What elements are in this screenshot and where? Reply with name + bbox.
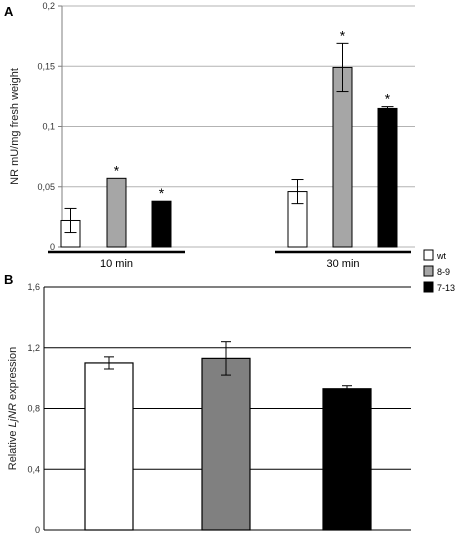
panel-a-y-tick-label: 0,1 — [42, 122, 55, 132]
panel-a-significance-marker: * — [159, 185, 165, 201]
panel-a-significance-marker: * — [340, 27, 346, 43]
panel-a-significance-marker: * — [114, 162, 120, 178]
panel-a-bar-7-13-1 — [377, 107, 398, 248]
panel-a-group-label: 10 min — [100, 258, 133, 270]
panel-b-y-tick-label: 0,8 — [27, 404, 40, 414]
panel-b-y-tick-label: 1,6 — [27, 282, 40, 292]
legend: wt 8-9 7-13 — [423, 249, 455, 293]
panel-b-y-tick-label: 0,4 — [27, 464, 40, 474]
legend-swatch-8-9 — [423, 265, 434, 277]
panel-a-y-tick-label: 0,15 — [37, 61, 55, 71]
panel-a-y-axis-label: NR mU/mg fresh weight — [9, 68, 21, 185]
panel-a-y-tick-label: 0 — [50, 242, 55, 252]
panel-a-group-label: 30 min — [326, 258, 359, 270]
panel-a-bar-7-13-0 — [151, 200, 172, 248]
panel-a-chart: A 0 0,05 0,1 0,15 0,2 NR mU/mg fresh weight * * 1… — [4, 1, 415, 270]
panel-b-y-axis-label-prefix: Relative — [7, 427, 19, 470]
panel-b-y-axis-label-suffix: expression — [7, 347, 19, 403]
legend-label-7-13: 7-13 — [437, 283, 455, 293]
panel-a-bar-8-9-1 — [332, 66, 353, 248]
legend-swatch-7-13 — [423, 281, 434, 293]
legend-swatch-wt — [423, 249, 434, 261]
panel-b-chart: B 0 0,4 0,8 1,2 1,6 Relative LjNR expression — [4, 272, 411, 535]
panel-a-y-tick-label: 0,2 — [42, 1, 55, 11]
panel-b-bar-7-13 — [322, 388, 372, 531]
panel-a-significance-marker: * — [385, 91, 391, 107]
panel-b-label: B — [4, 272, 13, 287]
panel-a-y-tick-label: 0,05 — [37, 182, 55, 192]
panel-b-y-tick-label: 1,2 — [27, 343, 40, 353]
panel-b-bar-wt — [84, 362, 134, 531]
panel-b-y-tick-label: 0 — [35, 525, 40, 535]
legend-label-wt: wt — [436, 251, 446, 261]
panel-b-y-axis-label-gene: LjNR — [7, 403, 19, 428]
panel-a-bar-8-9-0 — [106, 177, 127, 248]
panel-a-label: A — [4, 4, 14, 19]
panel-b-bar-8-9 — [201, 357, 251, 531]
panel-b-y-axis-label: Relative LjNR expression — [7, 347, 19, 471]
legend-label-8-9: 8-9 — [437, 267, 450, 277]
